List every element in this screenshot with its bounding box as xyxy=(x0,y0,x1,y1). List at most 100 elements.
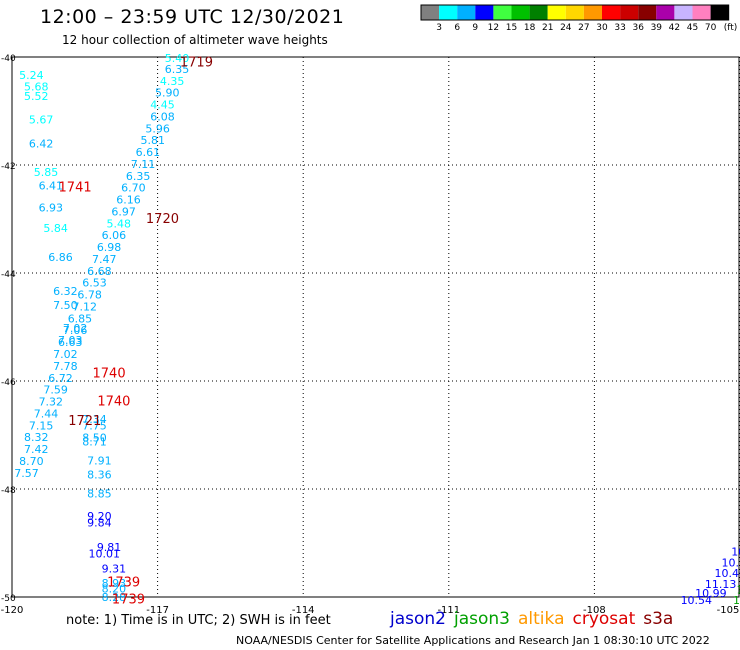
satellite-legend-jason3: jason3 xyxy=(454,609,510,629)
wave-height-label: 5.48 xyxy=(107,217,132,230)
wave-height-label: 8.28 xyxy=(102,591,127,604)
wave-height-label: 4.35 xyxy=(160,75,185,88)
wave-height-label: 8.50 xyxy=(82,432,107,445)
colorbar-label: 6 xyxy=(454,23,460,33)
wave-height-label: 6.97 xyxy=(111,205,136,218)
pass-time-labels: 1719 1741 1720 1740 1740 1721 1739 1739 xyxy=(59,55,213,607)
wave-height-label: 6.61 xyxy=(136,146,161,159)
colorbar-label: 18 xyxy=(524,23,536,33)
grid-lines xyxy=(11,56,740,598)
wave-height-label: 9.81 xyxy=(97,541,122,554)
wave-height-label: 8.20 xyxy=(102,582,127,595)
colorbar-swatch xyxy=(583,5,602,20)
wave-height-label: 7.06 xyxy=(63,324,88,337)
wave-height-label: 7.47 xyxy=(92,253,117,266)
wave-height-label: 7.42 xyxy=(24,443,49,456)
pass-time-label: 1739 xyxy=(112,593,145,608)
wave-height-label: 10. xyxy=(722,556,740,569)
chart-subtitle: 12 hour collection of altimeter wave hei… xyxy=(62,33,328,47)
wave-height-label: 6.08 xyxy=(150,110,175,123)
colorbar-swatch xyxy=(674,5,693,20)
colorbar-label: 27 xyxy=(578,23,589,33)
colorbar-swatch xyxy=(547,5,566,20)
wave-height-label: 7.11 xyxy=(131,158,156,171)
colorbar-swatch xyxy=(529,5,548,20)
wave-height-label: 5.24 xyxy=(19,69,44,82)
wave-height-label: 6.85 xyxy=(68,312,93,325)
colorbar-swatch xyxy=(710,5,729,20)
wave-height-label: 7.12 xyxy=(73,300,98,313)
colorbar-label: 9 xyxy=(472,23,478,33)
wave-height-label: 6.86 xyxy=(48,251,73,264)
colorbar-label: 39 xyxy=(651,23,663,33)
wave-height-label: 5.84 xyxy=(43,222,68,235)
wave-height-label: 7.44 xyxy=(34,407,59,420)
y-tick-label: -44 xyxy=(1,270,16,280)
colorbar-swatch xyxy=(457,5,476,20)
wave-height-label: 6.16 xyxy=(116,194,141,207)
satellite-legend-altika: altika xyxy=(518,609,565,629)
wave-height-labels: 5.406.354.355.904.456.085.965.816.617.11… xyxy=(14,52,740,607)
satellite-legend-jason2: jason2 xyxy=(390,609,446,629)
pass-time-label: 1739 xyxy=(107,575,140,590)
y-tick-label: -50 xyxy=(1,594,16,604)
wave-height-label: 8.93 xyxy=(102,577,127,590)
wave-height-label: 4.45 xyxy=(150,99,175,112)
colorbar-label: 45 xyxy=(687,23,698,33)
satellite-legend-s3a: s3a xyxy=(643,609,674,629)
wave-height-label: 5.52 xyxy=(24,90,49,103)
wave-height-label: 6.41 xyxy=(39,180,64,193)
wave-height-label: 6.42 xyxy=(29,137,54,150)
colorbar-legend: 3 6 9 12 15 18 21 24 27 30 33 36 39 42 45 70 (ft) xyxy=(420,4,738,33)
colorbar-label: 21 xyxy=(542,23,553,33)
colorbar-swatch xyxy=(421,5,440,20)
wave-height-label: 6.98 xyxy=(97,241,122,254)
wave-height-label: 7.02 xyxy=(63,322,88,335)
wave-height-label: 5.40 xyxy=(165,52,190,65)
wave-height-label: 5.85 xyxy=(34,166,59,179)
axes: -120 -117 -114 -111 -108 -105 -40 -42 -44 -46 -48 -… xyxy=(1,54,740,616)
wave-height-label: 6.06 xyxy=(102,229,127,242)
footer-note: note: 1) Time is in UTC; 2) SWH is in fe… xyxy=(66,613,331,628)
wave-height-label: 6.63 xyxy=(58,336,83,349)
wave-height-label: 8.70 xyxy=(19,455,44,468)
colorbar-label: 3 xyxy=(436,23,442,33)
plot-frame xyxy=(11,56,740,598)
x-tick-label: -120 xyxy=(1,605,24,616)
wave-height-label: 10. xyxy=(731,546,740,559)
wave-height-label: 7.03 xyxy=(58,334,83,347)
wave-height-label: 7.57 xyxy=(14,467,39,480)
wave-height-label: 7.32 xyxy=(39,396,64,409)
colorbar-unit: (ft) xyxy=(724,23,738,33)
y-tick-label: -42 xyxy=(1,162,16,172)
wave-height-label: 6.32 xyxy=(53,285,78,298)
wave-height-label: 8.85 xyxy=(87,487,112,500)
wave-height-label: 10.99 xyxy=(695,587,727,600)
colorbar-label: 24 xyxy=(560,23,572,33)
pass-time-label: 1740 xyxy=(97,394,130,409)
wave-height-label: 9.31 xyxy=(102,562,127,575)
pass-time-label: 1741 xyxy=(59,181,92,196)
colorbar-swatch xyxy=(620,5,639,20)
wave-height-label: 10.54 xyxy=(681,594,713,607)
wave-height-label: 10.01 xyxy=(88,547,120,560)
colorbar-label: 36 xyxy=(632,23,644,33)
wave-height-label: 5.68 xyxy=(24,81,49,94)
wave-height-label: 8.36 xyxy=(87,468,112,481)
colorbar-swatch xyxy=(565,5,584,20)
pass-time-label: 1740 xyxy=(93,366,126,381)
footer-credit: NOAA/NESDIS Center for Satellite Applica… xyxy=(236,634,710,647)
colorbar-label: 30 xyxy=(596,23,608,33)
y-tick-label: -40 xyxy=(1,54,16,64)
wave-height-label: 11.13 xyxy=(705,578,737,591)
pass-time-label: 1721 xyxy=(68,414,101,429)
wave-height-label: 9.84 xyxy=(87,516,112,529)
chart-title: 12:00 – 23:59 UTC 12/30/2021 xyxy=(40,6,345,28)
colorbar-label: 70 xyxy=(705,23,717,33)
x-tick-label: -105 xyxy=(717,605,740,616)
x-tick-label: -117 xyxy=(146,605,169,616)
satellite-legend: jason2 jason3 altika cryosat s3a xyxy=(390,609,681,629)
wave-height-label: 7.75 xyxy=(82,419,107,432)
wave-height-label: 6.53 xyxy=(82,277,107,290)
